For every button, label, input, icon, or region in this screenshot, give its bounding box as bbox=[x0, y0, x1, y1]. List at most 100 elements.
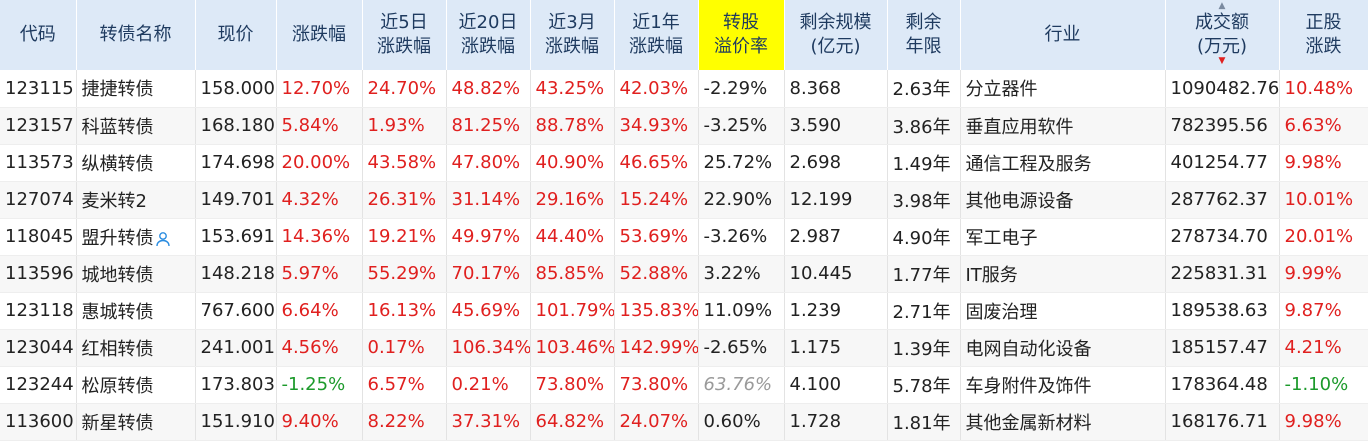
cell-industry: 其他金属新材料 bbox=[960, 403, 1166, 441]
cell-code[interactable]: 123044 bbox=[0, 329, 77, 367]
cell-chg20d: 81.25% bbox=[446, 107, 531, 145]
cell-stock: 6.63% bbox=[1279, 107, 1368, 145]
cell-stock: 9.87% bbox=[1279, 292, 1368, 330]
cell-years: 1.77年 bbox=[887, 255, 961, 293]
cell-scale: 12.199 bbox=[784, 181, 888, 219]
cell-change: 14.36% bbox=[276, 218, 363, 256]
cell-chg5d: 16.13% bbox=[362, 292, 447, 330]
cell-name[interactable]: 红相转债 bbox=[76, 329, 196, 367]
cell-change: -1.25% bbox=[276, 366, 363, 404]
cell-name[interactable]: 盟升转债 bbox=[76, 218, 196, 256]
cell-industry: 电网自动化设备 bbox=[960, 329, 1166, 367]
cell-industry: 分立器件 bbox=[960, 70, 1166, 108]
cell-industry: 固废治理 bbox=[960, 292, 1166, 330]
table-row[interactable]: 113596 城地转债 148.218 5.97% 55.29% 70.17% 85.85%… bbox=[0, 255, 1368, 293]
table-row[interactable]: 123115 捷捷转债 158.000 12.70% 24.70% 48.82% 43.25… bbox=[0, 70, 1368, 108]
cell-change: 4.32% bbox=[276, 181, 363, 219]
table-row[interactable]: 123118 惠城转债 767.600 6.64% 16.13% 45.69% 101.79… bbox=[0, 292, 1368, 330]
col-header-change[interactable]: 涨跌幅 bbox=[276, 0, 363, 70]
cell-chg20d: 70.17% bbox=[446, 255, 531, 293]
cell-industry: 车身附件及饰件 bbox=[960, 366, 1166, 404]
col-header-scale[interactable]: 剩余规模 (亿元) bbox=[784, 0, 888, 70]
cell-stock: -1.10% bbox=[1279, 366, 1368, 404]
col-header-chg20d[interactable]: 近20日 涨跌幅 bbox=[446, 0, 531, 70]
table-row[interactable]: 127074 麦米转2 149.701 4.32% 26.31% 31.14% 29.16%… bbox=[0, 181, 1368, 219]
cell-industry: 其他电源设备 bbox=[960, 181, 1166, 219]
cell-chg20d: 37.31% bbox=[446, 403, 531, 441]
table-row[interactable]: 123157 科蓝转债 168.180 5.84% 1.93% 81.25% 88.78% 3… bbox=[0, 107, 1368, 145]
cell-chg3m: 64.82% bbox=[530, 403, 615, 441]
cell-name[interactable]: 松原转债 bbox=[76, 366, 196, 404]
cell-chg5d: 43.58% bbox=[362, 144, 447, 182]
cell-code[interactable]: 127074 bbox=[0, 181, 77, 219]
cell-name[interactable]: 惠城转债 bbox=[76, 292, 196, 330]
user-icon[interactable] bbox=[155, 231, 171, 247]
cell-name[interactable]: 纵横转债 bbox=[76, 144, 196, 182]
cell-change: 12.70% bbox=[276, 70, 363, 108]
cell-years: 1.49年 bbox=[887, 144, 961, 182]
cell-scale: 1.728 bbox=[784, 403, 888, 441]
cell-scale: 3.590 bbox=[784, 107, 888, 145]
cell-volume: 168176.71 bbox=[1165, 403, 1280, 441]
col-header-years[interactable]: 剩余 年限 bbox=[887, 0, 961, 70]
cell-name[interactable]: 新星转债 bbox=[76, 403, 196, 441]
cell-volume: 225831.31 bbox=[1165, 255, 1280, 293]
cell-stock: 4.21% bbox=[1279, 329, 1368, 367]
cell-chg5d: 8.22% bbox=[362, 403, 447, 441]
cell-chg1y: 24.07% bbox=[614, 403, 699, 441]
col-header-chg3m[interactable]: 近3月 涨跌幅 bbox=[530, 0, 615, 70]
cell-name[interactable]: 城地转债 bbox=[76, 255, 196, 293]
header-row: 代码 转债名称 现价 涨跌幅 近5日 涨跌幅 近20日 涨跌幅 近3月 涨跌幅 近1年… bbox=[0, 0, 1368, 70]
cell-stock: 9.99% bbox=[1279, 255, 1368, 293]
col-header-chg1y[interactable]: 近1年 涨跌幅 bbox=[614, 0, 699, 70]
cell-years: 3.86年 bbox=[887, 107, 961, 145]
cell-chg3m: 101.79% bbox=[530, 292, 615, 330]
cell-chg3m: 40.90% bbox=[530, 144, 615, 182]
cell-code[interactable]: 118045 bbox=[0, 218, 77, 256]
cell-premium: -3.26% bbox=[698, 218, 785, 256]
cell-code[interactable]: 123157 bbox=[0, 107, 77, 145]
cell-code[interactable]: 113596 bbox=[0, 255, 77, 293]
cell-name[interactable]: 科蓝转债 bbox=[76, 107, 196, 145]
cell-chg1y: 135.83% bbox=[614, 292, 699, 330]
cell-code[interactable]: 123244 bbox=[0, 366, 77, 404]
table-row[interactable]: 123044 红相转债 241.001 4.56% 0.17% 106.34% 103.46… bbox=[0, 329, 1368, 367]
table-row[interactable]: 118045 盟升转债 153.691 14.36% 19.21% 49.97% 44.40… bbox=[0, 218, 1368, 256]
col-header-chg5d[interactable]: 近5日 涨跌幅 bbox=[362, 0, 447, 70]
cell-code[interactable]: 123118 bbox=[0, 292, 77, 330]
cell-stock: 10.48% bbox=[1279, 70, 1368, 108]
cell-price: 173.803 bbox=[195, 366, 277, 404]
cell-change: 4.56% bbox=[276, 329, 363, 367]
col-header-stock[interactable]: 正股 涨跌 bbox=[1279, 0, 1368, 70]
table-row[interactable]: 113600 新星转债 151.910 9.40% 8.22% 37.31% 64.82% 2… bbox=[0, 403, 1368, 441]
table-row[interactable]: 123244 松原转债 173.803 -1.25% 6.57% 0.21% 73.80% 7… bbox=[0, 366, 1368, 404]
col-header-premium[interactable]: 转股 溢价率 bbox=[698, 0, 785, 70]
cell-change: 5.97% bbox=[276, 255, 363, 293]
cell-chg3m: 29.16% bbox=[530, 181, 615, 219]
col-header-name[interactable]: 转债名称 bbox=[76, 0, 196, 70]
cell-name[interactable]: 麦米转2 bbox=[76, 181, 196, 219]
cell-industry: 垂直应用软件 bbox=[960, 107, 1166, 145]
cell-name[interactable]: 捷捷转债 bbox=[76, 70, 196, 108]
cell-code[interactable]: 113600 bbox=[0, 403, 77, 441]
cell-code[interactable]: 113573 bbox=[0, 144, 77, 182]
cell-chg20d: 48.82% bbox=[446, 70, 531, 108]
sort-down-icon[interactable]: ▼ bbox=[1218, 56, 1226, 66]
col-header-code[interactable]: 代码 bbox=[0, 0, 77, 70]
cell-scale: 1.175 bbox=[784, 329, 888, 367]
cell-chg1y: 15.24% bbox=[614, 181, 699, 219]
cell-change: 5.84% bbox=[276, 107, 363, 145]
col-header-volume[interactable]: ▲ 成交额 (万元) ▼ bbox=[1165, 0, 1280, 70]
col-header-price[interactable]: 现价 bbox=[195, 0, 277, 70]
cell-premium: 0.60% bbox=[698, 403, 785, 441]
cell-chg5d: 19.21% bbox=[362, 218, 447, 256]
table-row[interactable]: 113573 纵横转债 174.698 20.00% 43.58% 47.80% 40.90… bbox=[0, 144, 1368, 182]
cell-years: 2.71年 bbox=[887, 292, 961, 330]
col-header-industry[interactable]: 行业 bbox=[960, 0, 1166, 70]
cell-change: 20.00% bbox=[276, 144, 363, 182]
sort-up-icon[interactable]: ▲ bbox=[1218, 1, 1226, 11]
cell-chg1y: 53.69% bbox=[614, 218, 699, 256]
cell-volume: 1090482.76 bbox=[1165, 70, 1280, 108]
cell-code[interactable]: 123115 bbox=[0, 70, 77, 108]
